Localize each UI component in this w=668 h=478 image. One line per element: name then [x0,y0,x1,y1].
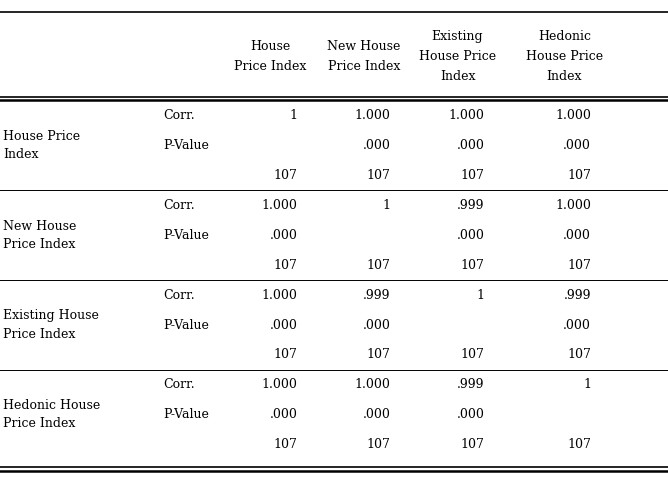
Text: .999: .999 [363,289,391,302]
Text: 107: 107 [460,259,484,272]
Text: .000: .000 [269,228,297,242]
Text: Existing House: Existing House [3,309,100,323]
Text: .000: .000 [363,318,391,332]
Text: Existing: Existing [432,30,484,43]
Text: Price Index: Price Index [3,327,75,341]
Text: 1.000: 1.000 [355,379,391,391]
Text: 107: 107 [567,169,591,182]
Text: 107: 107 [367,169,391,182]
Text: House Price: House Price [3,130,80,143]
Text: 1.000: 1.000 [555,199,591,212]
Text: .000: .000 [456,139,484,152]
Text: 107: 107 [273,259,297,272]
Text: 107: 107 [460,348,484,361]
Text: .999: .999 [457,199,484,212]
Text: .000: .000 [269,408,297,422]
Text: Corr.: Corr. [164,289,195,302]
Text: P-Value: P-Value [164,318,210,332]
Text: P-Value: P-Value [164,139,210,152]
Text: 1: 1 [383,199,391,212]
Text: Hedonic: Hedonic [538,30,591,43]
Text: Index: Index [546,70,582,83]
Text: .000: .000 [363,139,391,152]
Text: 1.000: 1.000 [261,379,297,391]
Text: Price Index: Price Index [3,238,75,251]
Text: Corr.: Corr. [164,109,195,122]
Text: 1.000: 1.000 [555,109,591,122]
Text: 107: 107 [567,438,591,451]
Text: 107: 107 [567,259,591,272]
Text: New House: New House [327,40,401,53]
Text: 1.000: 1.000 [448,109,484,122]
Text: .999: .999 [457,379,484,391]
Text: .000: .000 [563,228,591,242]
Text: Index: Index [440,70,476,83]
Text: House Price: House Price [419,50,496,63]
Text: 107: 107 [460,438,484,451]
Text: 107: 107 [367,438,391,451]
Text: P-Value: P-Value [164,228,210,242]
Text: 107: 107 [273,169,297,182]
Text: Index: Index [3,148,39,161]
Text: 1.000: 1.000 [261,289,297,302]
Text: 107: 107 [273,438,297,451]
Text: Price Index: Price Index [234,60,307,73]
Text: P-Value: P-Value [164,408,210,422]
Text: .999: .999 [564,289,591,302]
Text: House Price: House Price [526,50,603,63]
Text: Corr.: Corr. [164,199,195,212]
Text: 107: 107 [367,259,391,272]
Text: Hedonic House: Hedonic House [3,399,101,413]
Text: 107: 107 [273,348,297,361]
Text: .000: .000 [269,318,297,332]
Text: 107: 107 [367,348,391,361]
Text: Price Index: Price Index [328,60,400,73]
Text: .000: .000 [456,408,484,422]
Text: New House: New House [3,219,77,233]
Text: 1: 1 [583,379,591,391]
Text: 1: 1 [289,109,297,122]
Text: House: House [250,40,291,53]
Text: Price Index: Price Index [3,417,75,431]
Text: 1.000: 1.000 [261,199,297,212]
Text: .000: .000 [563,318,591,332]
Text: Corr.: Corr. [164,379,195,391]
Text: .000: .000 [456,228,484,242]
Text: 107: 107 [460,169,484,182]
Text: 107: 107 [567,348,591,361]
Text: 1.000: 1.000 [355,109,391,122]
Text: .000: .000 [563,139,591,152]
Text: 1: 1 [476,289,484,302]
Text: .000: .000 [363,408,391,422]
